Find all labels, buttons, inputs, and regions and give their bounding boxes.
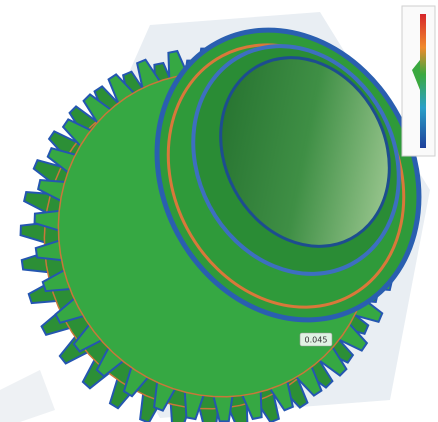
annotation-box	[299, 332, 333, 347]
bore	[219, 56, 391, 248]
color-scale-bar	[420, 14, 426, 148]
annotation: 0.045	[305, 336, 328, 345]
background-shape	[0, 370, 55, 422]
histogram	[412, 60, 420, 90]
